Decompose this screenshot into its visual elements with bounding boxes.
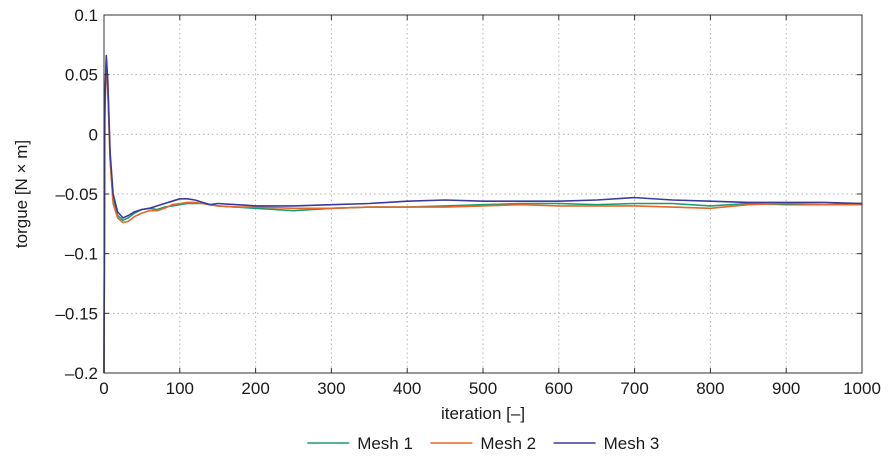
- axis-ticks: [103, 14, 863, 374]
- grid: [104, 15, 862, 373]
- series-lines: [103, 54, 863, 374]
- series-line-mesh-3: [103, 54, 863, 374]
- x-tick-label: 500: [469, 379, 497, 398]
- y-tick-label: –0.05: [55, 185, 98, 204]
- y-axis-tick-labels: –0.2 –0.15 –0.1 –0.05 0 0.05 0.1: [55, 6, 98, 383]
- x-tick-label: 100: [166, 379, 194, 398]
- y-tick-label: 0: [89, 125, 98, 144]
- legend-label-mesh-1: Mesh 1: [357, 434, 413, 453]
- x-tick-label: 0: [99, 379, 108, 398]
- x-tick-label: 600: [545, 379, 573, 398]
- x-axis-title: iteration [–]: [441, 404, 525, 423]
- x-tick-label: 700: [620, 379, 648, 398]
- x-tick-label: 200: [241, 379, 269, 398]
- x-tick-label: 400: [393, 379, 421, 398]
- y-tick-label: –0.15: [55, 304, 98, 323]
- legend: Mesh 1 Mesh 2 Mesh 3: [307, 434, 659, 453]
- y-tick-label: 0.1: [74, 6, 98, 25]
- y-tick-label: –0.2: [65, 364, 98, 383]
- x-axis-tick-labels: 0 100 200 300 400 500 600 700 800 900 1000: [99, 379, 881, 398]
- legend-label-mesh-3: Mesh 3: [604, 434, 660, 453]
- x-tick-label: 900: [772, 379, 800, 398]
- legend-label-mesh-2: Mesh 2: [480, 434, 536, 453]
- x-tick-label: 800: [696, 379, 724, 398]
- y-tick-label: 0.05: [65, 66, 98, 85]
- y-axis-title: torgue [N × m]: [12, 140, 31, 248]
- y-tick-label: –0.1: [65, 245, 98, 264]
- x-tick-label: 300: [317, 379, 345, 398]
- x-tick-label: 1000: [843, 379, 881, 398]
